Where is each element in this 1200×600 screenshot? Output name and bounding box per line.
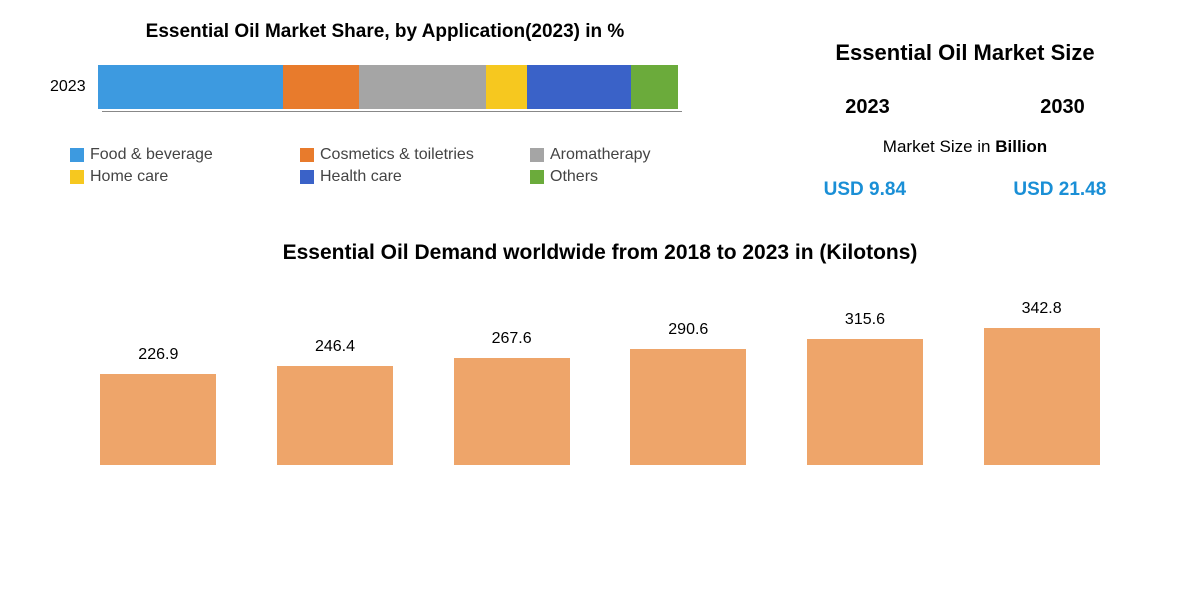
- legend-label: Others: [550, 168, 598, 186]
- top-row: Essential Oil Market Share, by Applicati…: [40, 20, 1160, 201]
- share-segment: [98, 65, 284, 109]
- legend-swatch: [530, 170, 544, 184]
- size-subtitle-prefix: Market Size in: [883, 137, 995, 156]
- size-value-row: USD 9.84 USD 21.48: [770, 179, 1160, 201]
- demand-bar: [630, 349, 746, 465]
- demand-bar: [807, 339, 923, 465]
- demand-bar-label: 315.6: [845, 311, 885, 329]
- share-legend: Food & beverage Cosmetics & toiletries Aro…: [70, 146, 730, 186]
- share-x-axis-line: [102, 111, 682, 112]
- legend-item: Others: [530, 168, 720, 186]
- demand-bar-label: 226.9: [138, 346, 178, 364]
- legend-label: Food & beverage: [90, 146, 213, 164]
- share-segment: [527, 65, 631, 109]
- demand-bar-label: 267.6: [492, 330, 532, 348]
- legend-swatch: [300, 170, 314, 184]
- demand-bar-label: 246.4: [315, 338, 355, 356]
- legend-label: Cosmetics & toiletries: [320, 146, 474, 164]
- legend-item: Food & beverage: [70, 146, 260, 164]
- share-segment: [486, 65, 527, 109]
- demand-bar: [454, 358, 570, 465]
- market-size-panel: Essential Oil Market Size 2023 2030 Mark…: [770, 20, 1160, 201]
- demand-bar-label: 290.6: [668, 321, 708, 339]
- size-year-row: 2023 2030: [770, 96, 1160, 119]
- demand-chart-title: Essential Oil Demand worldwide from 2018…: [40, 241, 1160, 265]
- market-share-panel: Essential Oil Market Share, by Applicati…: [40, 20, 730, 201]
- size-subtitle-bold: Billion: [995, 137, 1047, 156]
- legend-swatch: [530, 148, 544, 162]
- size-value-a: USD 9.84: [824, 179, 906, 201]
- demand-panel: Essential Oil Demand worldwide from 2018…: [40, 241, 1160, 465]
- demand-bar-column: 226.9: [88, 346, 228, 465]
- size-year-b: 2030: [1040, 96, 1085, 119]
- demand-bar-label: 342.8: [1022, 300, 1062, 318]
- size-value-b: USD 21.48: [1013, 179, 1106, 201]
- demand-bar: [277, 366, 393, 465]
- legend-item: Home care: [70, 168, 260, 186]
- legend-item: Cosmetics & toiletries: [300, 146, 490, 164]
- legend-label: Health care: [320, 168, 402, 186]
- legend-item: Aromatherapy: [530, 146, 720, 164]
- share-y-category: 2023: [50, 78, 86, 96]
- size-year-a: 2023: [845, 96, 890, 119]
- share-segment: [283, 65, 358, 109]
- share-chart-title: Essential Oil Market Share, by Applicati…: [40, 20, 730, 45]
- size-title: Essential Oil Market Size: [770, 40, 1160, 66]
- share-stacked-bar: 2023: [50, 65, 730, 109]
- demand-bar: [984, 328, 1100, 465]
- demand-bar-column: 267.6: [442, 330, 582, 465]
- legend-label: Home care: [90, 168, 168, 186]
- demand-bar-column: 246.4: [265, 338, 405, 465]
- legend-item: Health care: [300, 168, 490, 186]
- demand-bar-column: 290.6: [618, 321, 758, 465]
- legend-swatch: [300, 148, 314, 162]
- demand-bar: [100, 374, 216, 465]
- legend-swatch: [70, 148, 84, 162]
- demand-bar-row: 226.9 246.4 267.6 290.6 315.6 342.8: [40, 295, 1160, 465]
- legend-swatch: [70, 170, 84, 184]
- demand-bar-column: 342.8: [972, 300, 1112, 465]
- share-segment: [359, 65, 487, 109]
- stacked-bar-container: [98, 65, 678, 109]
- legend-label: Aromatherapy: [550, 146, 651, 164]
- size-subtitle: Market Size in Billion: [770, 137, 1160, 157]
- demand-bar-column: 315.6: [795, 311, 935, 465]
- share-segment: [631, 65, 677, 109]
